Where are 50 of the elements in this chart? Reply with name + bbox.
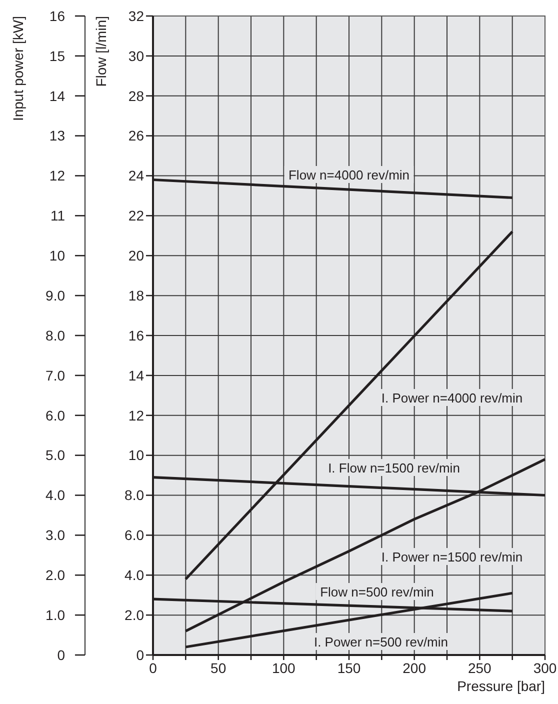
y-axis-title: Flow [l/min] (92, 16, 109, 87)
y2-tick-label: 9.0 (46, 287, 66, 304)
y2-tick-label: 8.0 (46, 327, 66, 344)
y-tick-label: 10 (128, 447, 144, 464)
y2-tick-label: 3.0 (46, 527, 66, 544)
y2-tick-label: 12 (49, 168, 66, 184)
y-tick-label: 32 (128, 8, 144, 24)
x-tick-label: 50 (210, 660, 226, 676)
y-tick-label: 24 (128, 168, 144, 184)
y2-tick-label: 16 (49, 8, 66, 24)
y2-tick-label: 13 (49, 128, 66, 144)
y2-tick-label: 1.0 (46, 606, 66, 623)
y-tick-label: 18 (128, 287, 144, 304)
series-label: Flow n=500 rev/min (320, 584, 434, 600)
series-label: I. Power n=1500 rev/min (381, 550, 523, 565)
y2-tick-label: 6.0 (46, 407, 66, 424)
x-tick-label: 0 (149, 660, 158, 676)
x-tick-label: 150 (337, 660, 361, 676)
y-tick-label: 16 (128, 327, 144, 344)
y-tick-label: 14 (128, 367, 144, 384)
y-tick-label: 4.0 (124, 567, 144, 584)
y-tick-label: 22 (128, 208, 144, 224)
x-tick-label: 100 (272, 660, 296, 676)
series-label: Flow n=4000 rev/min (288, 168, 410, 183)
y-tick-label: 8.0 (124, 487, 144, 504)
y2-tick-label: 15 (49, 48, 66, 64)
y-tick-label: 30 (128, 48, 144, 64)
x-tick-label: 300 (533, 660, 557, 676)
y-tick-label: 2.0 (124, 606, 144, 623)
y2-tick-label: 14 (49, 88, 66, 104)
y-tick-label: 0 (136, 646, 144, 663)
series-label: I. Power n=500 rev/min (314, 634, 448, 650)
y-tick-label: 6.0 (124, 527, 144, 544)
y2-tick-label: 10 (49, 248, 66, 264)
x-axis-title: Pressure [bar] (457, 678, 545, 694)
y-tick-label: 26 (128, 128, 144, 144)
y2-tick-label: 0 (57, 646, 66, 663)
y2-tick-label: 4.0 (46, 487, 66, 504)
y2-tick-label: 5.0 (46, 447, 66, 464)
y2-tick-label: 2.0 (46, 567, 66, 584)
x-tick-label: 200 (402, 660, 426, 676)
y2-tick-label: 11 (50, 208, 66, 224)
y-tick-label: 20 (128, 248, 144, 264)
y-tick-label: 12 (128, 407, 144, 424)
series-label: I. Flow n=1500 rev/min (328, 460, 460, 476)
series-label: I. Power n=4000 rev/min (381, 390, 523, 406)
y2-tick-label: 7.0 (46, 367, 66, 384)
y2-axis-title: Input power [kW] (10, 16, 26, 122)
x-tick-label: 250 (468, 660, 492, 676)
y-tick-label: 28 (128, 88, 144, 104)
